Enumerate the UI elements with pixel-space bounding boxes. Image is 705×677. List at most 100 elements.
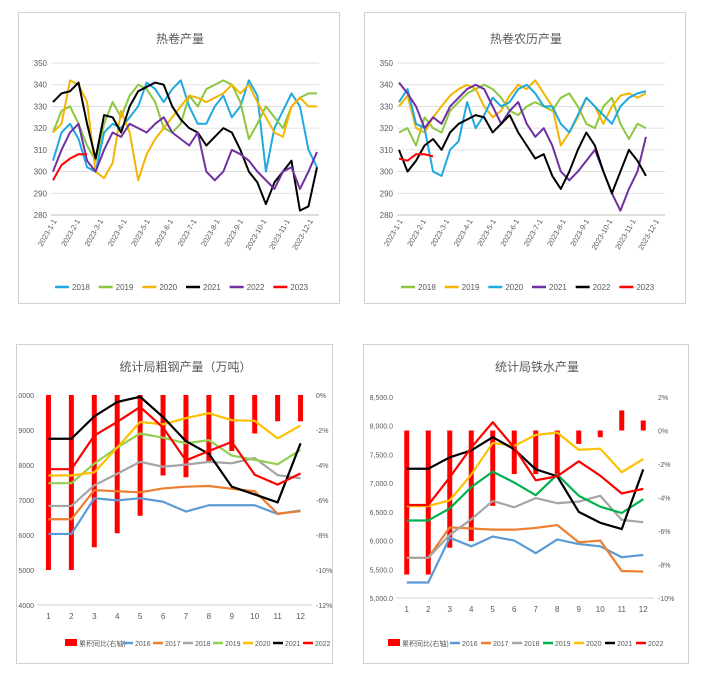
- x-tick-label: 2023-6-1: [152, 218, 175, 249]
- x-tick-label: 8: [207, 612, 212, 621]
- x-tick-label: 11: [618, 605, 627, 614]
- x-tick-label: 11: [273, 612, 282, 621]
- chart-title: 统计局铁水产量: [495, 360, 579, 374]
- legend-swatch-bar: [65, 639, 77, 646]
- legend-label: 2016: [462, 641, 478, 648]
- x-tick-label: 5: [491, 605, 496, 614]
- bar-cumulative-yoy: [554, 430, 560, 475]
- legend-label: 2020: [159, 283, 177, 292]
- bar-cumulative-yoy: [533, 430, 539, 475]
- legend-label: 2022: [593, 283, 611, 292]
- x-tick-label: 2023-2-1: [59, 218, 82, 249]
- x-tick-label: 10: [250, 612, 259, 621]
- bar-cumulative-yoy: [619, 410, 625, 431]
- y-tick-label: 5,500.0: [370, 567, 393, 574]
- legend-label: 2020: [255, 641, 271, 648]
- legend-label: 2018: [418, 283, 436, 292]
- x-tick-label: 12: [296, 612, 305, 621]
- x-tick-label: 2: [69, 612, 74, 621]
- legend-label: 2022: [648, 641, 664, 648]
- series-line-2021: [406, 436, 645, 531]
- series-line-2018: [52, 79, 318, 173]
- y-tick-label: 7,000.0: [370, 481, 393, 488]
- legend-label: 2019: [225, 641, 241, 648]
- series-line-2018: [406, 494, 644, 559]
- x-tick-label: 3: [448, 605, 453, 614]
- legend-label: 2022: [247, 283, 265, 292]
- x-tick-label: 7: [184, 612, 189, 621]
- bar-cumulative-yoy: [447, 430, 453, 548]
- series-line-2016: [406, 535, 644, 584]
- bar-cumulative-yoy: [468, 430, 474, 542]
- y-tick-label: 340: [34, 81, 48, 90]
- legend-label: 累积同比(右轴): [79, 639, 126, 648]
- x-tick-label: 2023-8-1: [545, 218, 568, 249]
- y-tick-label: 280: [380, 211, 394, 220]
- bar-cumulative-yoy: [404, 430, 410, 575]
- x-tick-label: 2023-12-1: [290, 218, 315, 252]
- chart-title: 热卷产量: [156, 31, 204, 46]
- legend-label: 2018: [72, 283, 90, 292]
- y-tick-label: 7000: [18, 498, 34, 505]
- bar-cumulative-yoy: [490, 430, 496, 506]
- x-tick-label: 2023-2-1: [405, 218, 428, 249]
- legend-label: 2023: [636, 283, 654, 292]
- y-tick-label: 280: [34, 211, 48, 220]
- series-line-2022: [48, 405, 302, 486]
- legend-label: 2022: [315, 641, 331, 648]
- x-tick-label: 5: [138, 612, 143, 621]
- bar-cumulative-yoy: [576, 430, 582, 444]
- y-tick-label: 320: [34, 124, 48, 133]
- y-tick-label: 8000: [18, 463, 34, 470]
- x-tick-label: 4: [469, 605, 474, 614]
- series-line-2020: [398, 83, 647, 177]
- x-tick-label: 7: [534, 605, 539, 614]
- bar-cumulative-yoy: [597, 430, 603, 438]
- y-tick-label: 290: [380, 189, 394, 198]
- y-tick-label: 10000: [17, 393, 34, 400]
- y2-tick-label: -4%: [658, 496, 670, 503]
- x-tick-label: 2023-1-1: [382, 218, 405, 249]
- crude-steel-output-chart: 统计局粗钢产量（万吨） 4000 5000 6000 7000 8000 9000 10000…: [16, 344, 333, 664]
- series-line-2022: [406, 421, 644, 507]
- y2-tick-label: -2%: [658, 462, 670, 469]
- y-tick-label: 6,000.0: [370, 539, 393, 546]
- legend-label: 2019: [555, 641, 571, 648]
- y-tick-label: 330: [34, 102, 48, 111]
- x-tick-label: 1: [46, 612, 51, 621]
- x-tick-label: 2023-9-1: [568, 218, 591, 249]
- bar-cumulative-yoy: [425, 430, 431, 575]
- series-line-2017: [48, 484, 301, 521]
- y2-tick-label: -10%: [316, 568, 332, 575]
- legend-label: 2021: [549, 283, 567, 292]
- hot-metal-output-svg: 统计局铁水产量 5,000.0 5,500.0 6,000.0 6,500.0 7,000…: [370, 360, 675, 648]
- x-tick-label: 2023-6-1: [498, 218, 521, 249]
- legend-label: 2023: [290, 283, 308, 292]
- x-tick-label: 2023-11-1: [613, 218, 638, 252]
- x-tick-label: 2023-10-1: [244, 218, 269, 252]
- y-tick-label: 5000: [18, 568, 34, 575]
- y2-tick-label: 2%: [658, 395, 668, 402]
- y-tick-label: 6,500.0: [370, 510, 393, 517]
- chart-title: 统计局粗钢产量（万吨）: [119, 360, 251, 374]
- series-line-2023: [52, 153, 88, 181]
- x-tick-label: 4: [115, 612, 120, 621]
- bar-cumulative-yoy: [511, 430, 517, 475]
- y2-tick-label: -10%: [658, 596, 674, 603]
- y2-tick-label: -6%: [316, 498, 328, 505]
- y2-tick-label: -4%: [316, 463, 328, 470]
- series-line-2019: [406, 470, 644, 522]
- legend-label: 累积同比(右轴): [402, 639, 449, 648]
- y-tick-label: 6000: [18, 533, 34, 540]
- series-line-2020: [52, 79, 317, 182]
- legend-label: 2019: [462, 283, 480, 292]
- legend-label: 2021: [203, 283, 221, 292]
- x-tick-label: 2023-4-1: [106, 218, 129, 249]
- x-tick-label: 2: [426, 605, 431, 614]
- y-tick-label: 310: [34, 146, 48, 155]
- legend-label: 2017: [493, 641, 509, 648]
- series-line-2019: [48, 432, 302, 485]
- bar-cumulative-yoy: [252, 395, 258, 434]
- y2-tick-label: -6%: [658, 529, 670, 536]
